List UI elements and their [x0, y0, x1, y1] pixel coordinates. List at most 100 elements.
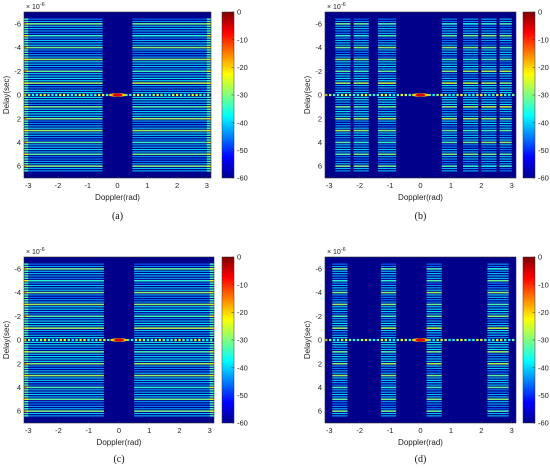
main-peak	[112, 93, 123, 97]
sidelobe-row	[134, 306, 214, 308]
sidelobe-row	[353, 103, 369, 106]
x-tick-label: 3	[208, 426, 212, 435]
sidelobe-row	[332, 296, 348, 298]
y-tick-label: 6	[318, 162, 322, 171]
edge-lobe	[24, 327, 29, 329]
edge-lobe	[24, 160, 29, 163]
sidelobe-row	[332, 306, 348, 308]
y-tick-label: 2	[318, 114, 322, 123]
edge-lobe	[24, 153, 29, 155]
edge-lobe	[24, 320, 29, 322]
sidelobe-row	[134, 289, 214, 291]
sidelobe-row	[134, 353, 214, 355]
sidelobe-row	[487, 348, 509, 351]
sidelobe-row	[380, 370, 397, 372]
sidelobe-row	[487, 393, 509, 396]
sidelobe-row	[335, 111, 351, 113]
sidelobe-row	[441, 160, 457, 162]
sidelobe-row	[481, 129, 497, 132]
edge-lobe	[24, 389, 29, 391]
edge-lobe	[24, 284, 29, 287]
x-tick-label: 2	[175, 181, 179, 190]
y-tick-label: -4	[14, 43, 21, 52]
sidelobe-row	[487, 270, 509, 272]
edge-lobe	[24, 127, 29, 129]
edge-lobe	[24, 306, 29, 308]
edge-lobe	[24, 408, 29, 410]
sidelobe-row	[353, 18, 369, 20]
zero-delay-ridge	[476, 338, 479, 342]
sidelobe-row	[487, 379, 509, 381]
sidelobe-row	[24, 341, 104, 343]
sidelobe-row	[134, 379, 214, 381]
edge-lobe	[209, 367, 214, 370]
sidelobe-row	[441, 42, 457, 44]
sidelobe-row	[377, 51, 397, 53]
edge-lobe	[206, 151, 211, 153]
main-peak	[415, 93, 426, 97]
edge-lobe	[206, 134, 211, 137]
edge-lobe	[206, 46, 211, 49]
zero-delay-ridge	[432, 93, 435, 97]
sidelobe-row	[24, 141, 103, 144]
sidelobe-row	[499, 153, 512, 156]
sidelobe-row	[441, 73, 457, 75]
sidelobe-row	[132, 51, 211, 53]
zero-delay-ridge	[504, 338, 507, 342]
zero-delay-ridge	[199, 93, 202, 97]
sidelobe-row	[481, 144, 497, 146]
sidelobe-row	[487, 415, 509, 417]
sidelobe-row	[481, 127, 497, 129]
sidelobe-row	[377, 137, 397, 139]
edge-lobe	[206, 82, 211, 84]
sidelobe-row	[380, 405, 397, 407]
sidelobe-row	[353, 77, 369, 79]
sidelobe-row	[335, 129, 351, 132]
sidelobe-row	[24, 99, 103, 101]
sidelobe-row	[353, 63, 369, 65]
sidelobe-row	[426, 291, 442, 294]
sidelobe-row	[481, 46, 497, 49]
sidelobe-row	[335, 113, 351, 115]
zero-delay-ridge	[67, 338, 70, 342]
zero-delay-ridge	[194, 338, 197, 342]
edge-lobe	[24, 263, 29, 265]
sidelobe-row	[24, 412, 104, 415]
zero-delay-ridge	[348, 338, 352, 342]
sidelobe-row	[24, 401, 104, 403]
sidelobe-row	[426, 322, 442, 324]
sidelobe-row	[499, 32, 512, 34]
y-tick-label: -2	[14, 312, 21, 321]
sidelobe-row	[132, 68, 211, 70]
edge-lobe	[24, 329, 29, 332]
sidelobe-row	[380, 412, 397, 415]
sidelobe-row	[426, 306, 442, 308]
sidelobe-row	[380, 301, 397, 303]
edge-lobe	[209, 391, 214, 393]
sidelobe-row	[332, 337, 348, 339]
sidelobe-row	[463, 82, 479, 84]
zero-delay-ridge	[472, 338, 475, 342]
sidelobe-row	[441, 58, 457, 61]
sidelobe-row	[463, 111, 479, 113]
edge-lobe	[24, 170, 29, 172]
sidelobe-row	[377, 113, 397, 115]
edge-lobe	[24, 44, 29, 46]
sidelobe-row	[380, 270, 397, 272]
edge-lobe	[24, 405, 29, 408]
sidelobe-row	[24, 362, 104, 365]
sidelobe-row	[353, 30, 369, 32]
sidelobe-row	[487, 374, 509, 377]
sidelobe-row	[335, 167, 351, 170]
sidelobe-row	[481, 70, 497, 73]
edge-lobe	[24, 120, 29, 122]
sidelobe-row	[332, 332, 348, 334]
sidelobe-row	[132, 37, 211, 39]
sidelobe-row	[24, 279, 104, 282]
sidelobe-row	[380, 332, 397, 334]
sidelobe-row	[426, 408, 442, 410]
edge-lobe	[24, 103, 29, 106]
sidelobe-row	[24, 18, 103, 20]
edge-lobe	[206, 61, 211, 63]
zero-delay-ridge	[191, 93, 194, 97]
